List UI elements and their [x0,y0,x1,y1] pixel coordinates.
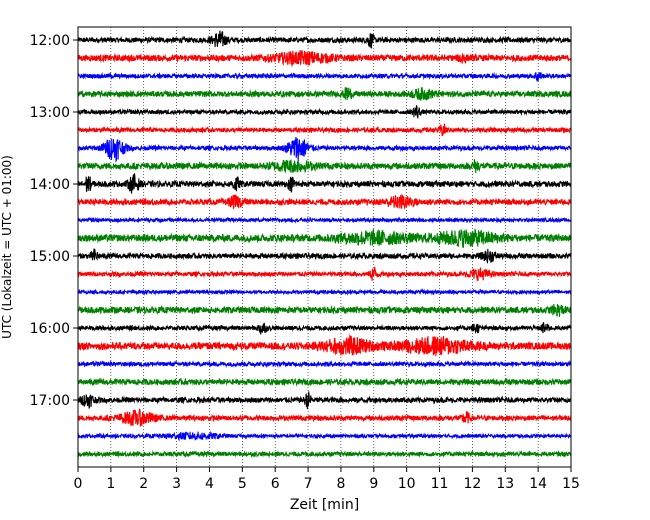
trace-1330 [77,136,572,163]
trace-1630 [77,359,572,369]
trace-1730 [77,430,572,442]
grid-layer [110,27,539,467]
x-tick-label-13: 13 [496,476,514,492]
x-tick-label-4: 4 [205,476,214,492]
y-axis-title: UTC (Lokalzeit = UTC + 01:00) [0,155,14,339]
x-tick-label-0: 0 [74,476,83,492]
y-tick-label-5: 17:00 [30,393,70,409]
trace-1345 [77,159,572,174]
plot-frame [77,26,572,468]
y-tick-label-2: 14:00 [30,177,70,193]
x-tick-label-8: 8 [336,476,345,492]
trace-1615 [77,333,572,357]
trace-1245 [77,87,572,101]
x-tick-label-14: 14 [529,476,547,492]
trace-1315 [77,123,572,137]
trace-1700 [77,391,572,410]
trace-1530 [77,288,572,296]
x-tick-label-6: 6 [271,476,280,492]
x-tick-label-15: 15 [562,476,580,492]
trace-layer [77,30,572,459]
trace-1300 [77,105,572,119]
x-tick-label-12: 12 [463,476,481,492]
trace-1745 [77,449,572,459]
y-tick-label-4: 16:00 [30,321,70,337]
x-tick-label-2: 2 [139,476,148,492]
x-axis-title: Zeit [min] [290,497,359,513]
x-tick-label-11: 11 [431,476,449,492]
trace-1545 [77,303,572,317]
x-axis-ticks: 0 1 2 3 4 5 6 7 8 9 10 11 12 13 14 15 [74,467,580,492]
x-tick-label-10: 10 [398,476,416,492]
x-tick-label-7: 7 [304,476,313,492]
trace-1715 [77,408,572,427]
trace-1645 [77,377,572,387]
trace-1515 [77,266,572,281]
y-tick-label-0: 12:00 [30,33,70,49]
trace-1400 [77,173,572,194]
x-tick-label-9: 9 [369,476,378,492]
trace-1230 [77,71,572,82]
trace-1445 [77,228,572,248]
trace-1600 [77,322,572,335]
x-tick-label-3: 3 [172,476,181,492]
x-tick-label-5: 5 [238,476,247,492]
trace-1415 [77,193,572,210]
x-tick-label-1: 1 [106,476,115,492]
trace-1200 [77,30,572,49]
y-tick-label-3: 15:00 [30,249,70,265]
y-axis-ticks: 12:00 13:00 14:00 15:00 16:00 17:00 [30,33,78,409]
trace-1215 [77,49,572,68]
trace-1430 [77,216,572,224]
y-tick-label-1: 13:00 [30,105,70,121]
trace-1500 [77,248,572,264]
